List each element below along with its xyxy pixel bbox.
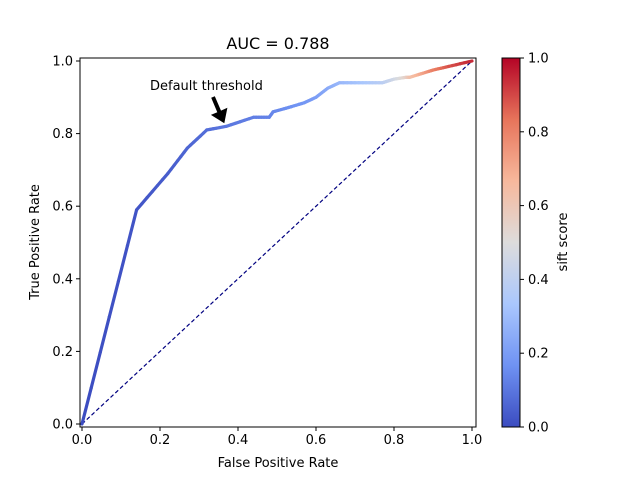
roc-curve-segment [80,386,93,426]
plot-frame [79,57,477,428]
colorbar-tick-label: 0.0 [528,421,549,436]
y-tick-label: 0.0 [52,418,73,433]
chart-title: AUC = 0.788 [226,34,329,53]
diagonal-reference-line [81,60,473,425]
roc-curve-segment [98,315,111,355]
x-axis-label: False Positive Rate [218,456,339,471]
x-tick-label: 0.0 [72,433,93,448]
y-tick-label: 0.2 [52,345,73,360]
colorbar-tick-label: 0.6 [528,199,549,214]
colorbar: 0.0 0.2 0.4 0.6 0.8 1.0 sift score [501,52,571,436]
x-tick-label: 0.2 [150,433,171,448]
y-tick-label: 0.4 [52,272,73,287]
x-tick-label: 1.0 [462,433,483,448]
roc-curve-segment [89,351,102,390]
roc-curve [80,59,474,426]
roc-curve-segment [466,59,474,64]
plot-area [80,58,476,427]
colorbar-tick-label: 1.0 [528,52,549,67]
colorbar-label: sift score [556,213,571,272]
y-tick-label: 1.0 [52,55,73,70]
x-tick-label: 0.4 [228,433,249,448]
roc-curve-segment [107,279,121,319]
x-tick-label: 0.8 [384,433,405,448]
colorbar-ticks: 0.0 0.2 0.4 0.6 0.8 1.0 [520,52,549,436]
y-tick-label: 0.8 [52,127,73,142]
colorbar-frame [501,57,521,428]
colorbar-tick-label: 0.2 [528,347,549,362]
colorbar-gradient-bar [502,58,520,427]
roc-curve-segment [125,208,139,248]
colorbar-tick-label: 0.8 [528,125,549,140]
y-axis-ticks: 0.0 0.2 0.4 0.6 0.8 1.0 [52,55,80,433]
x-axis-ticks: 0.0 0.2 0.4 0.6 0.8 1.0 [72,427,483,448]
default-threshold-annotation: Default threshold [150,79,263,124]
x-tick-label: 0.6 [306,433,327,448]
y-axis-label: True Positive Rate [28,184,43,301]
y-tick-label: 0.6 [52,200,73,215]
colorbar-tick-label: 0.4 [528,273,549,288]
roc-curve-segment [116,243,130,283]
annotation-arrow [210,96,228,124]
annotation-text: Default threshold [150,79,263,94]
